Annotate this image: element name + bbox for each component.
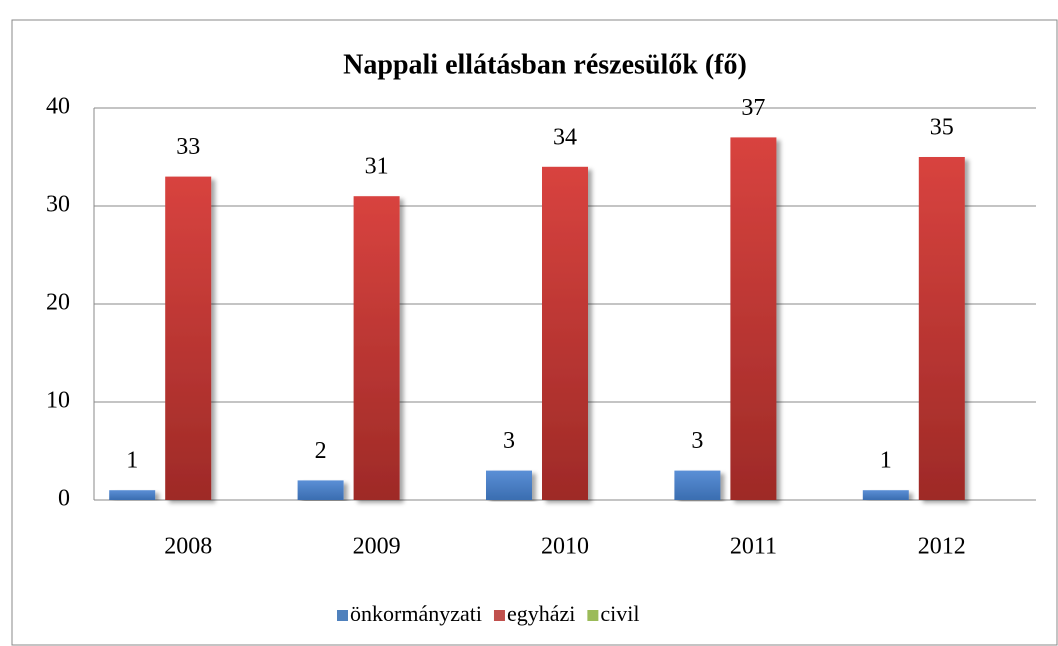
data-label: 1 — [126, 448, 138, 474]
legend-swatch — [493, 610, 505, 621]
bar — [730, 137, 777, 500]
y-tick-label: 40 — [46, 94, 70, 120]
legend-swatch — [337, 610, 348, 621]
bar — [674, 470, 721, 500]
bar — [486, 470, 532, 500]
data-label: 3 — [691, 428, 703, 454]
data-label: 35 — [930, 115, 954, 141]
bar — [862, 490, 909, 500]
bar — [165, 176, 212, 500]
bar — [297, 480, 344, 500]
data-label: 3 — [503, 428, 515, 454]
x-tick-label: 2011 — [730, 534, 777, 560]
data-label: 1 — [880, 448, 892, 474]
bar — [542, 166, 588, 501]
legend-label: egyházi — [507, 601, 575, 626]
x-tick-label: 2012 — [918, 534, 966, 560]
data-label: 37 — [741, 95, 765, 121]
x-tick-label: 2009 — [353, 534, 401, 560]
chart-title: Nappali ellátásban részesülők (fő) — [343, 49, 747, 80]
y-tick-label: 10 — [46, 388, 70, 414]
legend-label: civil — [600, 601, 639, 626]
bar — [109, 490, 156, 500]
data-label: 31 — [365, 154, 389, 180]
legend-label: önkormányzati — [350, 601, 482, 626]
bar — [918, 157, 965, 500]
y-tick-label: 0 — [58, 486, 70, 512]
y-tick-label: 30 — [46, 192, 70, 218]
data-label: 2 — [315, 438, 327, 464]
data-label: 34 — [553, 124, 577, 150]
bar — [353, 196, 400, 500]
x-tick-label: 2008 — [164, 534, 212, 560]
data-label: 33 — [176, 134, 200, 160]
x-tick-label: 2010 — [541, 534, 589, 560]
y-tick-label: 20 — [46, 290, 70, 316]
legend-swatch — [587, 610, 599, 621]
